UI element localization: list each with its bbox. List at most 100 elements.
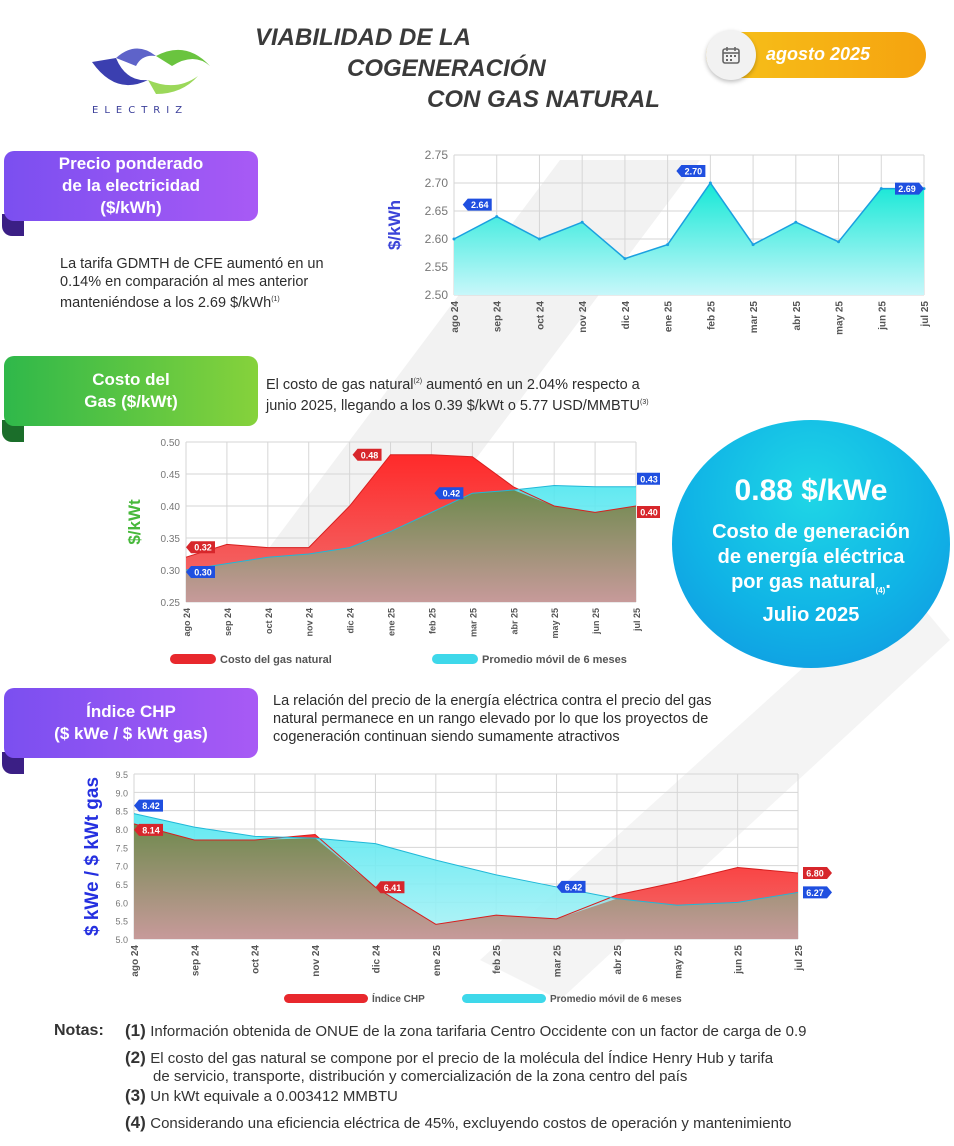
price-area	[454, 183, 924, 295]
section2-text-line2: junio 2025, llegando a los 0.39 $/kWt o …	[266, 397, 640, 414]
gas-data-label-bg	[352, 448, 382, 461]
x-tick-label: jun 25	[591, 608, 601, 635]
brand-name: ELECTRIZ	[92, 105, 189, 116]
x-tick-label: mar 25	[553, 945, 564, 978]
y-tick-label: 0.50	[161, 438, 181, 449]
x-tick-label: may 25	[835, 301, 846, 335]
x-tick-label: feb 25	[706, 301, 717, 330]
title-line-1: VIABILIDAD DE LA	[255, 24, 471, 51]
electriz-logo	[92, 48, 210, 94]
gas-data-label: 0.40	[640, 508, 658, 518]
x-tick-label: ago 24	[450, 301, 461, 333]
bubble-line4: Julio 2025	[762, 604, 860, 626]
y-tick-label: 7.5	[115, 843, 128, 853]
x-tick-label: oct 24	[264, 608, 274, 634]
chp-data-label-bg	[134, 823, 163, 836]
x-tick-label: dic 24	[371, 945, 382, 974]
section1-tag-line3: ($/kWh)	[100, 198, 162, 217]
y-tick-label: 9.5	[115, 770, 128, 780]
x-tick-label: jun 25	[734, 945, 745, 975]
title-line-2: COGENERACIÓN	[347, 55, 546, 82]
price-point	[837, 240, 841, 244]
x-tick-label: dic 24	[621, 301, 632, 330]
x-tick-label: abr 25	[509, 608, 519, 635]
legend-label-chp: Índice CHP	[372, 992, 425, 1005]
note-2-text: El costo del gas natural se compone por …	[150, 1050, 774, 1067]
section1-tag-line2: de la electricidad	[62, 176, 200, 195]
chp-data-label-bg	[803, 886, 832, 899]
y-tick-label: 2.70	[425, 176, 449, 190]
y-axis-label: $/kWt	[125, 499, 144, 545]
section2-tag-line1: Costo del	[92, 370, 170, 389]
gas-data-label: 0.30	[194, 568, 212, 578]
gas-data-label-bg	[434, 487, 464, 500]
y-tick-label: 9.0	[115, 788, 128, 798]
x-tick-label: ene 25	[664, 301, 675, 333]
chp-data-label: 6.27	[806, 888, 824, 898]
price-data-label-bg	[895, 182, 924, 195]
note-3-text: Un kWt equivale a 0.003412 MMBTU	[150, 1088, 398, 1105]
price-point	[879, 187, 883, 191]
x-tick-label: mar 25	[749, 301, 760, 334]
x-tick-label: abr 25	[613, 945, 624, 975]
price-data-label: 2.64	[471, 200, 489, 210]
price-data-label-bg	[462, 198, 492, 211]
bubble-ref: (4)	[875, 586, 886, 595]
x-tick-label: ago 24	[130, 945, 141, 977]
section3-text-line2: natural permanece en un rango elevado po…	[273, 711, 709, 727]
price-point	[452, 237, 456, 241]
legend-label-gas: Costo del gas natural	[220, 654, 332, 666]
y-tick-label: 2.65	[425, 204, 449, 218]
x-tick-label: feb 25	[492, 945, 503, 974]
y-tick-label: 8.0	[115, 825, 128, 835]
y-tick-label: 0.45	[161, 470, 181, 481]
bubble-line1: Costo de generación	[712, 521, 910, 543]
notes-label: Notas:	[54, 1022, 104, 1039]
bubble-line2: de energía eléctrica	[717, 546, 905, 568]
note-4: (4) Considerando una eficiencia eléctric…	[125, 1113, 945, 1133]
x-tick-label: feb 25	[427, 608, 437, 634]
section2-tag-line2: Gas ($/kWt)	[84, 392, 178, 411]
x-tick-label: jun 25	[877, 301, 888, 331]
chp-data-label-bg	[556, 880, 586, 893]
x-tick-label: jul 25	[632, 608, 642, 632]
price-point	[623, 257, 627, 261]
x-tick-label: oct 24	[535, 301, 546, 330]
title-line-3: CON GAS NATURAL	[427, 86, 660, 113]
section2-tag: Costo del Gas ($/kWt)	[4, 356, 258, 426]
price-point	[708, 181, 712, 185]
y-tick-label: 2.55	[425, 260, 449, 274]
gas-data-label: 0.42	[443, 489, 461, 499]
chp-average-line	[133, 813, 799, 906]
chp-data-label-bg	[134, 799, 163, 812]
bubble-line3: por gas natural	[731, 571, 876, 593]
legend-swatch-average	[432, 654, 478, 664]
chp-data-label: 6.41	[384, 883, 402, 893]
legend-label-chp-average: Promedio móvil de 6 meses	[550, 994, 682, 1005]
section2-text: El costo de gas natural(2) aumentó en un…	[266, 373, 736, 415]
x-tick-label: nov 24	[578, 301, 589, 333]
y-tick-label: 5.5	[115, 917, 128, 927]
x-tick-label: jul 25	[794, 945, 805, 972]
y-tick-label: 6.0	[115, 898, 128, 908]
gas-data-label-bg	[637, 506, 660, 518]
y-tick-label: 0.30	[161, 566, 181, 577]
y-tick-label: 0.40	[161, 502, 181, 513]
bubble-line3-end: .	[885, 571, 891, 593]
section3-text: La relación del precio de la energía elé…	[273, 692, 833, 746]
gas-data-label-bg	[637, 472, 660, 485]
calendar-icon	[706, 30, 756, 80]
price-data-label: 2.69	[898, 184, 916, 194]
x-tick-label: nov 24	[311, 945, 322, 977]
section2-ref1: (2)	[413, 378, 423, 385]
price-data-label-bg	[676, 165, 706, 177]
note-4-num: (4)	[125, 1113, 146, 1132]
section3-tag-line1: Índice CHP	[86, 702, 176, 721]
x-tick-label: ene 25	[387, 608, 397, 636]
chp-line	[133, 823, 799, 925]
note-2: (2) El costo del gas natural se compone …	[125, 1048, 945, 1086]
chp-data-label-bg	[803, 867, 832, 879]
note-3: (3) Un kWt equivale a 0.003412 MMBTU	[125, 1086, 945, 1106]
note-1: (1) Información obtenida de ONUE de la z…	[125, 1021, 945, 1041]
y-tick-label: 2.60	[425, 232, 449, 246]
